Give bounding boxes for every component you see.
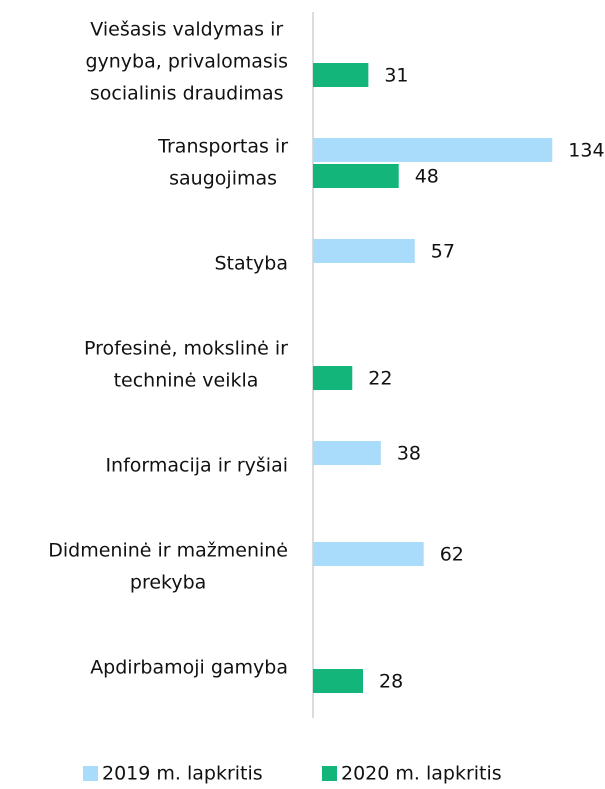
category-label: Informacija ir ryšiai [105, 455, 288, 477]
bar [313, 239, 415, 263]
bar [313, 669, 363, 693]
category-label-line: techninė veikla [114, 370, 259, 392]
category-label-line: saugojimas [169, 168, 277, 190]
category-label: Apdirbamoji gamyba [90, 657, 288, 679]
value-label: 38 [397, 443, 421, 465]
category-label: Transportas ir saugojimas [157, 136, 288, 190]
value-label: 22 [368, 368, 392, 390]
category-label-line: Viešasis valdymas ir [90, 19, 283, 41]
value-label: 48 [415, 166, 439, 188]
value-label: 134 [568, 140, 604, 162]
bar [313, 63, 369, 87]
category-label: Didmeninė ir mažmeninė prekyba [48, 540, 288, 594]
value-label: 31 [384, 65, 408, 87]
category-label-line: Didmeninė ir mažmeninė [48, 540, 288, 562]
bar [313, 366, 353, 390]
category-label-line: Profesinė, mokslinė ir [84, 338, 288, 360]
value-label: 57 [431, 241, 455, 263]
bar [313, 542, 424, 566]
category-label: Viešasis valdymas ir gynyba, privalomasis… [85, 19, 288, 105]
category-label-line: Apdirbamoji gamyba [90, 657, 288, 679]
value-label: 62 [440, 544, 464, 566]
category-label-line: socialinis draudimas [90, 83, 284, 105]
legend-swatch [83, 766, 98, 781]
legend-label: 2020 m. lapkritis [341, 763, 502, 785]
category-label-line: Informacija ir ryšiai [105, 455, 288, 477]
category-label-line: Transportas ir [157, 136, 288, 158]
category-label: Statyba [214, 253, 288, 275]
category-label: Profesinė, mokslinė ir techninė veikla [84, 338, 288, 392]
value-label: 28 [379, 671, 403, 693]
bar [313, 164, 399, 188]
legend-label: 2019 m. lapkritis [102, 763, 263, 785]
category-label-line: gynyba, privalomasis [85, 51, 288, 73]
legend-swatch [322, 766, 337, 781]
category-label-line: Statyba [214, 253, 288, 275]
category-label-line: prekyba [130, 572, 206, 594]
bar [313, 138, 553, 162]
bar [313, 441, 381, 465]
